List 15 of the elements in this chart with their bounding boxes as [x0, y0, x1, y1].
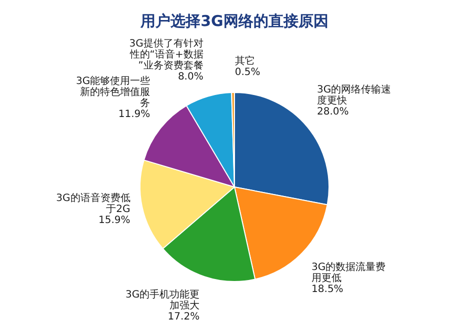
- chart-title: 用户选择3G网络的直接原因: [139, 11, 330, 32]
- data-label: 18.5%: [312, 284, 344, 296]
- slice-label: 3G提供了有针对性的“语音+数据”业务资费套餐: [128, 37, 204, 72]
- slice-label: 3G能够使用一些新的特色增值服务: [76, 74, 150, 109]
- data-label: 28.0%: [317, 106, 349, 118]
- data-label: 11.9%: [118, 108, 150, 120]
- data-label: 8.0%: [178, 71, 204, 82]
- slice-label: 其它: [234, 55, 255, 68]
- slice-label: 3G的网络传输速度更快: [317, 83, 392, 106]
- slice-label: 3G的数据流量费用更低: [312, 261, 386, 284]
- data-label: 17.2%: [168, 312, 200, 323]
- data-label: 0.5%: [234, 67, 260, 78]
- slice-label: 3G的语音资费低于2G: [56, 192, 130, 215]
- slice-label: 3G的手机功能更加强大: [125, 288, 200, 312]
- data-label: 15.9%: [98, 214, 130, 226]
